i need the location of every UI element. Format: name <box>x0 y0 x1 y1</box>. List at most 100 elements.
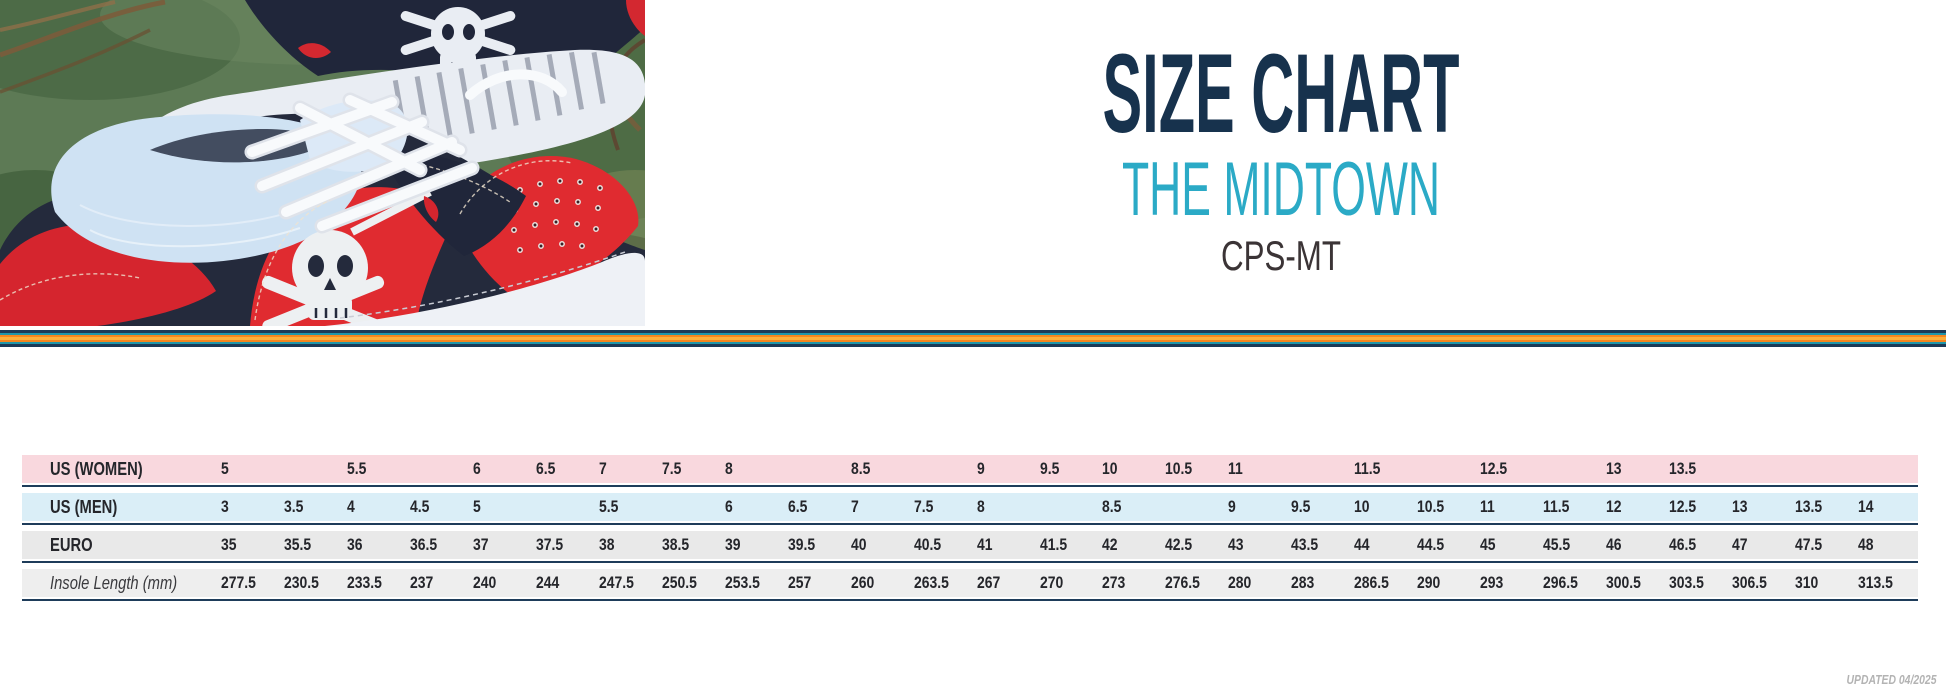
size-cell: 6.5 <box>787 497 808 516</box>
size-cell <box>407 459 470 479</box>
updated-label: UPDATED 04/2025 <box>1824 672 1936 687</box>
size-cell: 263.5 <box>913 573 949 592</box>
size-cell: 43.5 <box>1291 535 1319 554</box>
size-cell: 10.5 <box>1165 459 1193 478</box>
size-cell: 9 <box>1228 497 1237 516</box>
product-name: THE MIDTOWN <box>1122 147 1440 232</box>
laces <box>244 69 567 234</box>
size-cell: 44.5 <box>1417 535 1445 554</box>
size-cell: 35 <box>221 535 237 554</box>
row-label-us-men: US (MEN) <box>50 496 118 517</box>
size-cell: 42 <box>1102 535 1118 554</box>
size-cell: 13 <box>1732 497 1748 516</box>
table-row-us-women: US (WOMEN) 5 5.5 6 6.5 7 7.5 8 8.5 9 9.5 10 10.5 11 11… <box>22 455 1918 483</box>
size-cell: 11.5 <box>1354 459 1381 478</box>
size-cell: 240 <box>472 573 497 592</box>
size-cell: 13.5 <box>1795 497 1823 516</box>
size-cell: 41.5 <box>1039 535 1067 554</box>
size-cell: 35.5 <box>283 535 312 554</box>
size-cell: 247.5 <box>598 573 634 592</box>
size-cell: 46 <box>1606 535 1622 554</box>
size-cell: 233.5 <box>346 573 382 592</box>
size-cell: 5 <box>221 459 229 478</box>
size-cell: 286.5 <box>1354 573 1390 592</box>
size-cell: 42.5 <box>1165 535 1193 554</box>
table-row-euro: EURO 35 35.5 36 36.5 37 37.5 38 38.5 39 39.5 40 40.5… <box>22 531 1918 559</box>
size-cell <box>1162 497 1225 517</box>
divider-stripe-6 <box>0 344 1946 347</box>
size-cell: 270 <box>1039 573 1063 592</box>
title-block: SIZE CHART THE MIDTOWN CPS-MT <box>1103 31 1460 279</box>
size-cell: 39.5 <box>787 535 815 554</box>
size-cell: 45.5 <box>1543 535 1571 554</box>
size-cell: 40 <box>850 535 867 554</box>
size-cell: 11.5 <box>1543 497 1570 516</box>
size-cell: 6.5 <box>535 459 556 478</box>
size-cell: 9.5 <box>1291 497 1311 516</box>
size-cell: 253.5 <box>724 573 760 592</box>
row-label-insole-length: Insole Length (mm) <box>50 572 178 593</box>
size-cell: 47 <box>1732 535 1748 554</box>
size-cell: 4.5 <box>409 497 430 516</box>
size-cell: 12.5 <box>1669 497 1697 516</box>
size-cell: 10.5 <box>1417 497 1445 516</box>
size-cell <box>785 459 848 479</box>
skull-graphic-front <box>261 188 439 326</box>
size-cell: 293 <box>1480 573 1504 592</box>
size-cell: 5.5 <box>598 497 619 516</box>
size-cell <box>1288 459 1351 479</box>
size-cell <box>533 497 596 517</box>
size-cell: 37.5 <box>535 535 563 554</box>
size-cell <box>1792 459 1855 479</box>
size-cell: 296.5 <box>1543 573 1579 592</box>
size-cell <box>1037 497 1100 517</box>
size-cell: 5.5 <box>346 459 367 478</box>
product-photo <box>0 0 645 326</box>
size-cell: 244 <box>535 573 560 592</box>
size-cell: 237 <box>409 573 434 592</box>
size-cell: 313.5 <box>1858 573 1893 592</box>
table-row-insole-length: Insole Length (mm) 277.5 230.5 233.5 237 240 2… <box>22 569 1918 597</box>
size-cell: 41 <box>976 535 993 554</box>
divider-stripe-3 <box>0 337 1946 340</box>
row-divider-line <box>22 599 1918 601</box>
divider-stripe-2 <box>0 335 1946 337</box>
size-cell: 44 <box>1354 535 1370 554</box>
divider-stripe-0 <box>0 330 1946 333</box>
row-label-us-women: US (WOMEN) <box>50 458 143 479</box>
row-label-euro: EURO <box>50 534 93 555</box>
size-cell: 8.5 <box>850 459 871 478</box>
size-cell <box>1414 459 1477 479</box>
size-cell: 46.5 <box>1669 535 1697 554</box>
row-divider-line <box>22 523 1918 525</box>
size-cell: 280 <box>1228 573 1252 592</box>
size-cell: 13.5 <box>1669 459 1697 478</box>
size-cell: 36.5 <box>409 535 438 554</box>
size-cell: 11 <box>1228 459 1244 478</box>
size-cell: 36 <box>346 535 363 554</box>
size-cell: 6 <box>724 497 733 516</box>
size-cell: 45 <box>1480 535 1496 554</box>
size-cell: 260 <box>850 573 874 592</box>
size-cell: 3.5 <box>283 497 304 516</box>
size-cell: 306.5 <box>1732 573 1767 592</box>
size-cell: 8 <box>724 459 733 478</box>
sneaker-photo-illustration <box>0 0 645 326</box>
size-cell: 267 <box>976 573 1000 592</box>
size-cell: 8.5 <box>1102 497 1122 516</box>
size-cell: 11 <box>1480 497 1495 516</box>
size-cell: 47.5 <box>1795 535 1823 554</box>
divider-stripe-1 <box>0 333 1946 335</box>
size-cell <box>1855 459 1918 479</box>
size-cell: 40.5 <box>913 535 941 554</box>
size-cell: 10 <box>1354 497 1370 516</box>
size-cell: 250.5 <box>661 573 697 592</box>
size-cell: 310 <box>1795 573 1819 592</box>
size-cell: 7 <box>850 497 859 516</box>
size-cell: 4 <box>346 497 355 516</box>
size-cell: 43 <box>1228 535 1244 554</box>
size-cell: 290 <box>1417 573 1441 592</box>
size-cell: 9.5 <box>1039 459 1059 478</box>
size-cell <box>1729 459 1792 479</box>
